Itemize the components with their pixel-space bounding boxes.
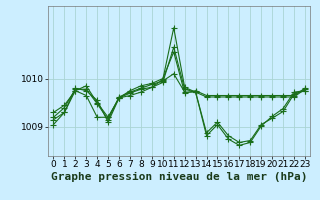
X-axis label: Graphe pression niveau de la mer (hPa): Graphe pression niveau de la mer (hPa) (51, 172, 308, 182)
